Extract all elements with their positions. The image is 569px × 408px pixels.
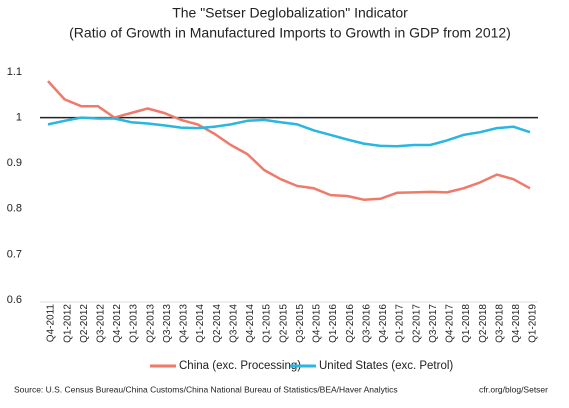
x-tick-label: Q2-2012 bbox=[79, 304, 90, 343]
x-tick-label: Q4-2015 bbox=[312, 304, 323, 343]
y-tick-label: 0.6 bbox=[7, 294, 22, 306]
y-tick-label: 0.9 bbox=[7, 157, 22, 169]
x-tick-label: Q1-2017 bbox=[395, 304, 406, 343]
x-tick-label: Q4-2018 bbox=[511, 304, 522, 343]
x-tick-label: Q3-2014 bbox=[228, 304, 239, 343]
x-tick-label: Q4-2017 bbox=[445, 304, 456, 343]
x-tick-label: Q3-2012 bbox=[96, 304, 107, 343]
x-tick-label: Q2-2016 bbox=[345, 304, 356, 343]
x-tick-label: Q1-2014 bbox=[195, 304, 206, 343]
chart-subtitle: (Ratio of Growth in Manufactured Imports… bbox=[69, 25, 511, 41]
y-tick-label: 1 bbox=[16, 112, 22, 124]
chart-title: The "Setser Deglobalization" Indicator bbox=[172, 5, 408, 21]
series-line bbox=[47, 80, 531, 201]
x-tick-label: Q3-2015 bbox=[295, 304, 306, 343]
x-tick-label: Q1-2015 bbox=[262, 304, 273, 343]
x-tick-label: Q4-2012 bbox=[112, 304, 123, 343]
x-tick-label: Q3-2018 bbox=[494, 304, 505, 343]
x-tick-label: Q2-2013 bbox=[145, 304, 156, 343]
x-tick-label: Q3-2013 bbox=[162, 304, 173, 343]
credit: cfr.org/blog/Setser bbox=[479, 384, 548, 394]
x-tick-label: Q1-2019 bbox=[528, 304, 539, 343]
x-tick-label: Q4-2014 bbox=[245, 304, 256, 343]
x-tick-label: Q4-2013 bbox=[179, 304, 190, 343]
y-tick-label: 0.7 bbox=[7, 248, 22, 260]
x-tick-label: Q2-2014 bbox=[212, 304, 223, 343]
source: Source: U.S. Census Bureau/China Customs… bbox=[14, 384, 398, 394]
x-tick-label: Q1-2016 bbox=[328, 304, 339, 343]
x-tick-label: Q1-2013 bbox=[129, 304, 140, 343]
x-tick-label: Q2-2015 bbox=[278, 304, 289, 343]
x-tick-label: Q3-2017 bbox=[428, 304, 439, 343]
x-tick-label: Q2-2018 bbox=[478, 304, 489, 343]
x-tick-label: Q1-2012 bbox=[62, 304, 73, 343]
x-tick-label: Q4-2011 bbox=[46, 304, 57, 343]
x-tick-label: Q3-2016 bbox=[361, 304, 372, 343]
x-tick-label: Q4-2016 bbox=[378, 304, 389, 343]
x-tick-label: Q2-2017 bbox=[411, 304, 422, 343]
y-tick-label: 0.8 bbox=[7, 203, 22, 215]
y-tick-label: 1.1 bbox=[7, 66, 22, 78]
series-line bbox=[47, 116, 531, 148]
legend-label: China (exc. Processing) bbox=[179, 360, 301, 372]
x-tick-label: Q1-2018 bbox=[461, 304, 472, 343]
legend-label: United States (exc. Petrol) bbox=[319, 360, 453, 372]
